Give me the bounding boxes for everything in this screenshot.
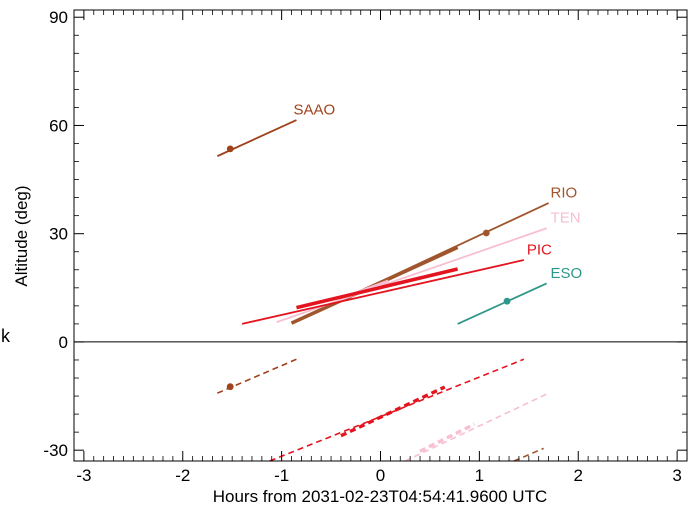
series-pic [241,259,525,462]
ten-altitude-line [276,227,547,323]
y-tick-label: 0 [59,333,68,352]
x-tick-label: -1 [274,466,289,485]
series-eso [457,282,547,325]
ten-site-label: TEN [551,210,581,227]
eso-current-marker [503,297,511,305]
y-tick-label: 60 [49,116,68,135]
label-layer: SAAO RIO TEN PIC ESO [293,101,582,281]
saao-current-marker [226,145,234,153]
x-tick-label: 2 [574,466,583,485]
ten-below-horizon-line [404,392,549,462]
y-tick-label: -30 [43,441,68,460]
pic-below-horizon-night-segment [340,385,446,438]
x-axis-label: Hours from 2031-02-23T04:54:41.9600 UTC [213,487,548,506]
pic-site-label: PIC [527,241,552,258]
side-glyph: k [1,326,11,346]
saao-site-label: SAAO [293,101,335,118]
tick-layer: -3 -2 -1 0 1 2 3 -30 0 30 60 90 [43,8,688,485]
rio-current-marker [482,229,490,237]
x-tick-label: 1 [475,466,484,485]
y-tick-label: 30 [49,225,68,244]
y-axis-label: Altitude (deg) [12,185,31,286]
saao-below-marker [226,383,234,391]
x-tick-label: -2 [175,466,190,485]
rio-site-label: RIO [551,184,578,201]
eso-site-label: ESO [551,265,583,282]
pic-altitude-line [241,259,525,325]
plot-frame [73,9,688,462]
eso-altitude-line [457,282,547,325]
x-tick-label: 3 [672,466,681,485]
y-tick-label: 90 [49,8,68,27]
pic-below-horizon-line [269,358,525,462]
series-layer [216,119,549,462]
x-tick-label: 0 [376,466,385,485]
ten-below-horizon-night-segment [419,422,476,453]
pic-night-segment [296,267,459,310]
x-tick-label: -3 [76,466,91,485]
series-saao [216,119,297,394]
